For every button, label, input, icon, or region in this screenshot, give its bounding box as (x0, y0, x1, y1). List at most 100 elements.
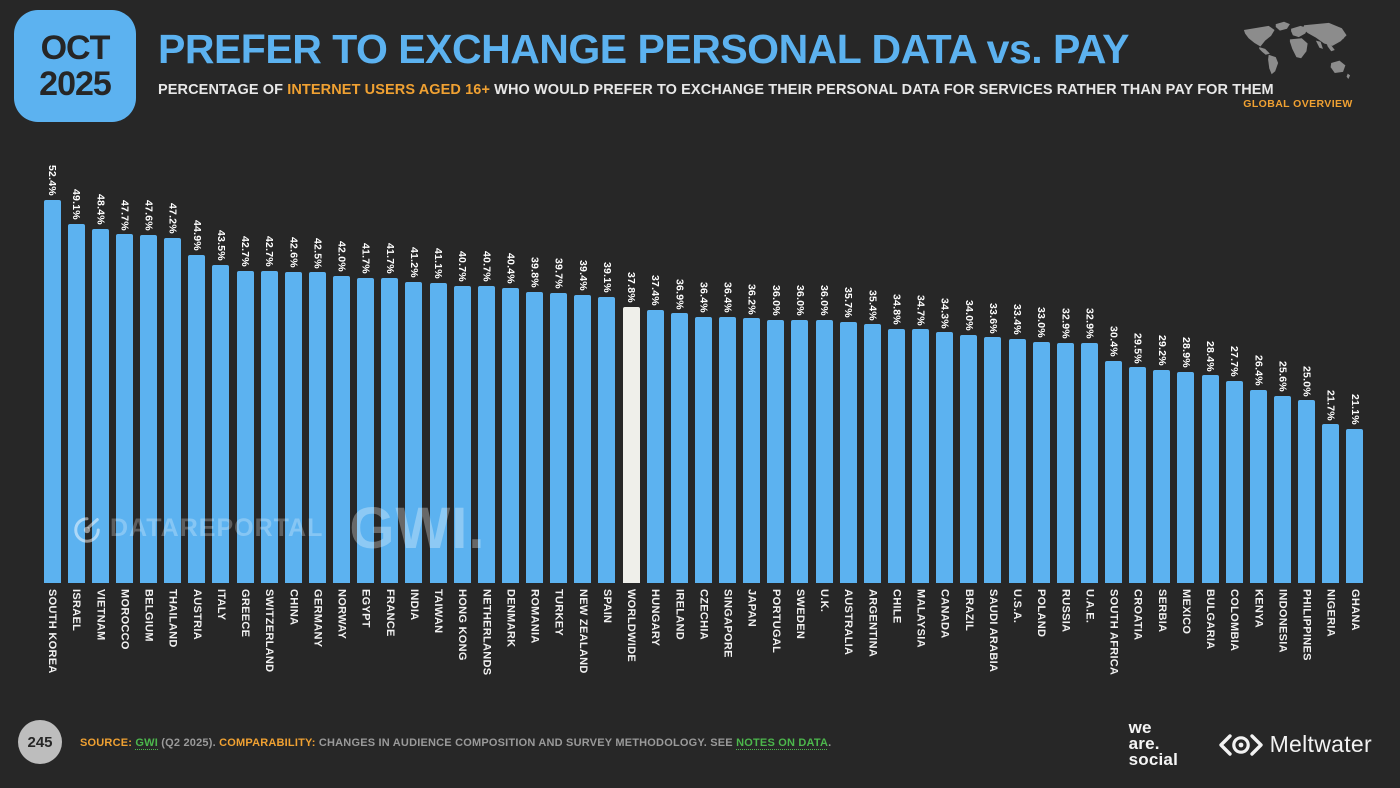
source-gwi-link[interactable]: GWI (135, 737, 158, 749)
bar-column: 41.7% EGYPT (354, 140, 378, 710)
bar-value-label: 42.0% (335, 241, 348, 272)
bar-value-label: 41.7% (383, 243, 396, 275)
bar (212, 265, 230, 583)
category-label: HUNGARY (649, 589, 662, 647)
category-label: ROMANIA (528, 589, 541, 644)
category-label: BELGIUM (142, 589, 155, 642)
category-label: CANADA (938, 589, 951, 639)
bar (1129, 367, 1147, 583)
bar-column: 36.0% SWEDEN (788, 140, 812, 710)
we-are-social-logo: we are. social (1129, 719, 1178, 768)
bar-value-label: 47.6% (142, 200, 155, 232)
bar-column: 47.7% MOROCCO (112, 140, 136, 710)
bar-value-label: 33.0% (1035, 307, 1048, 338)
bar-value-label: 36.4% (721, 282, 734, 313)
bar-column: 36.9% IRELAND (667, 140, 691, 710)
category-label-wrap: FRANCE (384, 589, 396, 710)
bar-column: 21.1% GHANA (1343, 140, 1367, 710)
category-label: GREECE (239, 589, 252, 638)
bar-column: 36.2% JAPAN (740, 140, 764, 710)
category-label: TAIWAN (432, 589, 445, 634)
category-label: NEW ZEALAND (576, 589, 589, 674)
bar-column: 48.4% VIETNAM (88, 140, 112, 710)
bar (1105, 360, 1123, 583)
bar-value-label: 34.0% (962, 299, 975, 331)
bar-value-label: 36.2% (745, 283, 758, 315)
category-label-wrap: NORWAY (336, 589, 348, 710)
bar-column: 42.0% NORWAY (330, 140, 354, 710)
bar-column: 47.2% THAILAND (161, 140, 185, 710)
category-label: DENMARK (504, 589, 517, 648)
bar-value-label: 42.6% (287, 236, 300, 268)
bar-column: 41.2% INDIA (402, 140, 426, 710)
bar-value-label: 32.9% (1059, 307, 1072, 339)
bar (960, 334, 978, 583)
bar (791, 319, 809, 583)
category-label-wrap: VIETNAM (94, 589, 106, 710)
category-label-wrap: TURKEY (553, 589, 565, 710)
category-label: SOUTH AFRICA (1107, 589, 1120, 676)
category-label: SWEDEN (793, 589, 806, 640)
bar-column: 42.7% GREECE (233, 140, 257, 710)
bar-column: 37.4% HUNGARY (643, 140, 667, 710)
bar (1201, 375, 1219, 583)
bar-value-label: 29.2% (1155, 334, 1168, 366)
category-label-wrap: TAIWAN (432, 589, 444, 710)
bar (1008, 338, 1026, 583)
date-month: OCT (40, 29, 111, 67)
category-label-wrap: HUNGARY (649, 589, 661, 710)
bar-column: 25.6% INDONESIA (1270, 140, 1294, 710)
bar-value-label: 28.4% (1204, 340, 1217, 372)
bar-column: 52.4% SOUTH KOREA (40, 140, 64, 710)
bar-value-label: 42.7% (263, 236, 276, 267)
bar-column: 33.4% U.S.A. (1005, 140, 1029, 710)
category-label-wrap: ISRAEL (70, 589, 82, 710)
category-label-wrap: ARGENTINA (866, 589, 878, 710)
bar (236, 270, 254, 583)
category-label-wrap: SWITZERLAND (263, 589, 275, 710)
bar-column: 39.8% ROMANIA (523, 140, 547, 710)
category-label-wrap: AUSTRIA (191, 589, 203, 710)
bar-value-label: 42.5% (311, 237, 324, 269)
category-label-wrap: POLAND (1035, 589, 1047, 710)
bar-chart: 52.4% SOUTH KOREA 49.1% ISRAEL 48.4% VIETNAM 4… (40, 140, 1367, 710)
bar-column: 28.9% MEXICO (1174, 140, 1198, 710)
bar (839, 322, 857, 583)
bar-value-label: 40.7% (480, 250, 493, 282)
notes-on-data-link[interactable]: NOTES ON DATA (736, 737, 829, 749)
category-label-wrap: GREECE (239, 589, 251, 710)
category-label-wrap: GERMANY (311, 589, 323, 710)
source-note: (Q2 2025). (158, 737, 220, 749)
bar-column: 33.0% POLAND (1029, 140, 1053, 710)
bar-column: 36.0% PORTUGAL (764, 140, 788, 710)
bar-value-label: 36.4% (697, 282, 710, 313)
bar-column: 34.0% BRAZIL (957, 140, 981, 710)
category-label-wrap: JAPAN (746, 589, 758, 710)
category-label: ITALY (214, 589, 227, 621)
bar-value-label: 35.7% (842, 287, 855, 319)
meltwater-wordmark: Meltwater (1269, 731, 1372, 757)
category-label: U.A.E. (1083, 589, 1096, 624)
page-title: PREFER TO EXCHANGE PERSONAL DATA vs. PAY (158, 26, 1130, 72)
category-label-wrap: PORTUGAL (770, 589, 782, 710)
category-label-wrap: IRELAND (673, 589, 685, 710)
bar (670, 313, 688, 583)
header: OCT 2025 PREFER TO EXCHANGE PERSONAL DAT… (0, 0, 1400, 132)
bar-value-label: 47.2% (166, 203, 179, 234)
category-label-wrap: NEW ZEALAND (577, 589, 589, 710)
bar-value-label: 49.1% (70, 189, 83, 221)
bar-value-label: 36.9% (673, 278, 686, 310)
source-line: SOURCE: GWI (Q2 2025). COMPARABILITY: CH… (80, 737, 831, 749)
category-label-wrap: NETHERLANDS (480, 589, 492, 710)
category-label-wrap: MEXICO (1180, 589, 1192, 710)
bar (887, 328, 905, 583)
category-label-wrap: KENYA (1252, 589, 1264, 710)
bar-column: 39.1% SPAIN (595, 140, 619, 710)
bar (646, 309, 664, 583)
bar (1273, 395, 1291, 583)
category-label-wrap: WORLDWIDE (625, 589, 637, 710)
bar-column: 35.4% ARGENTINA (860, 140, 884, 710)
bar-value-label: 41.2% (407, 247, 420, 278)
category-label-wrap: HONG KONG (456, 589, 468, 710)
bar (550, 292, 568, 583)
